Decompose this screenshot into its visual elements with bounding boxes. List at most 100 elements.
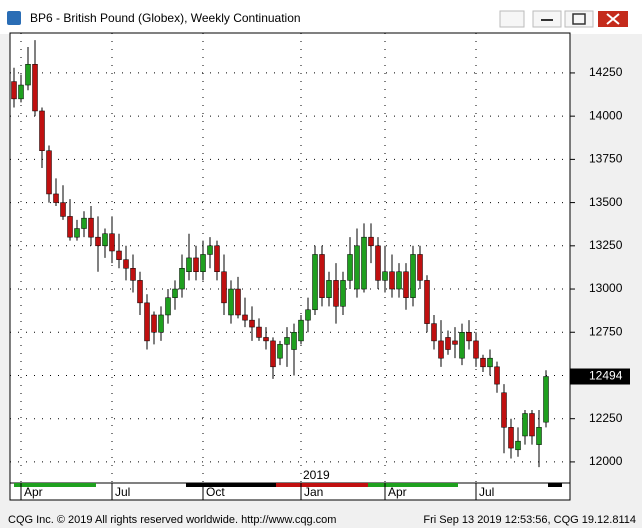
candle-body	[291, 332, 297, 350]
x-tick-label: Jul	[479, 485, 494, 499]
candle-body	[207, 245, 213, 255]
candle-body	[158, 314, 164, 333]
candle-body	[403, 271, 409, 298]
candle-body	[494, 366, 500, 385]
candle-body	[396, 271, 402, 290]
candle-body	[179, 268, 185, 290]
candle-body	[88, 217, 94, 238]
candle-body	[410, 254, 416, 298]
x-tick-label: Apr	[388, 485, 407, 499]
x-tick-label: Apr	[24, 485, 43, 499]
candle-body	[508, 427, 514, 449]
candle-body	[424, 280, 430, 324]
candle-body	[109, 233, 115, 252]
candle-body	[480, 357, 486, 368]
candle-body	[39, 110, 45, 151]
time-band	[186, 483, 276, 487]
candle-body	[144, 302, 150, 342]
time-band	[14, 483, 96, 487]
pin-button[interactable]	[499, 10, 525, 28]
candle-body	[466, 332, 472, 342]
candle-body	[375, 245, 381, 281]
candle-body	[242, 314, 248, 321]
candle-body	[459, 332, 465, 359]
time-band	[548, 483, 562, 487]
footer-left: CQG Inc. © 2019 All rights reserved worl…	[8, 514, 336, 526]
candle-body	[25, 64, 31, 86]
y-tick-label: 13250	[589, 238, 623, 252]
candle-body	[277, 344, 283, 359]
x-tick-label: Jul	[115, 485, 130, 499]
candle-body	[536, 427, 542, 445]
maximize-button[interactable]	[564, 10, 594, 28]
candle-body	[151, 314, 157, 333]
candle-body	[11, 81, 17, 100]
candle-body	[340, 280, 346, 307]
candle-body	[74, 228, 80, 238]
candle-body	[186, 257, 192, 272]
candle-body	[214, 245, 220, 272]
candle-body	[305, 309, 311, 321]
candle-body	[347, 254, 353, 281]
candle-body	[60, 202, 66, 217]
x-tick-label: Jan	[304, 485, 323, 499]
y-tick-label: 13750	[589, 152, 623, 166]
candle-body	[501, 392, 507, 428]
footer-right: Fri Sep 13 2019 12:53:56, CQG 19.12.8114	[423, 514, 636, 526]
candle-body	[116, 250, 122, 260]
candle-body	[81, 217, 87, 229]
plot-area	[9, 32, 571, 484]
candle-body	[438, 340, 444, 359]
candle-body	[53, 193, 59, 203]
candle-body	[417, 254, 423, 281]
time-band	[368, 483, 458, 487]
candle-body	[452, 340, 458, 345]
candle-body	[95, 236, 101, 247]
candle-body	[270, 340, 276, 368]
candle-body	[221, 271, 227, 304]
candle-body	[319, 254, 325, 298]
candle-body	[67, 216, 73, 238]
y-tick-label: 13000	[589, 281, 623, 295]
candle-body	[18, 84, 24, 100]
candle-body	[368, 236, 374, 247]
candle-body	[172, 288, 178, 298]
y-tick-label: 12750	[589, 324, 623, 338]
candle-body	[228, 288, 234, 316]
candle-body	[312, 254, 318, 311]
candle-body	[431, 323, 437, 342]
y-tick-label: 13500	[589, 195, 623, 209]
candle-body	[249, 319, 255, 328]
candle-body	[193, 257, 199, 272]
candle-body	[263, 337, 269, 342]
y-tick-label: 14250	[589, 65, 623, 79]
candle-body	[200, 254, 206, 272]
candle-body	[326, 280, 332, 298]
candle-body	[389, 271, 395, 290]
candle-body	[137, 280, 143, 304]
candle-body	[130, 268, 136, 281]
candle-body	[298, 319, 304, 342]
candle-body	[235, 288, 241, 316]
candle-body	[515, 440, 521, 451]
last-price-box	[570, 368, 630, 385]
y-tick-label: 12250	[589, 411, 623, 425]
candle-body	[382, 271, 388, 281]
app-icon	[7, 11, 21, 25]
candle-body	[487, 357, 493, 368]
x-tick-label: Oct	[206, 485, 225, 499]
candle-body	[333, 280, 339, 307]
candle-body	[256, 326, 262, 338]
last-price-label: 12494	[589, 369, 623, 383]
candle-body	[123, 259, 129, 269]
candle-body	[529, 413, 535, 437]
candle-body	[522, 413, 528, 437]
candle-body	[361, 236, 367, 290]
window-title: BP6 - British Pound (Globex), Weekly Con…	[30, 11, 301, 25]
candle-body	[354, 245, 360, 290]
time-band	[276, 483, 368, 487]
close-icon	[606, 13, 620, 25]
candle-body	[284, 337, 290, 345]
year-label: 2019	[303, 468, 330, 482]
